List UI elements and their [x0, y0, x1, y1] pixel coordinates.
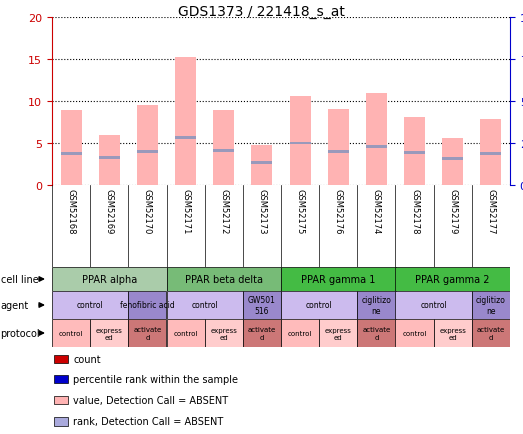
Text: GW501
516: GW501 516	[248, 296, 276, 315]
Bar	[281, 319, 319, 347]
Text: GSM52169: GSM52169	[105, 189, 113, 234]
Bar	[434, 319, 472, 347]
Bar	[137, 151, 158, 154]
Bar	[357, 291, 395, 319]
Text: GSM52170: GSM52170	[143, 189, 152, 234]
Text: express
ed: express ed	[325, 327, 351, 340]
Bar	[404, 118, 425, 186]
Text: percentile rank within the sample: percentile rank within the sample	[73, 374, 238, 384]
Text: activate
d: activate d	[362, 327, 391, 340]
Bar	[166, 291, 243, 319]
Text: GSM52176: GSM52176	[334, 189, 343, 234]
Text: value, Detection Call = ABSENT: value, Detection Call = ABSENT	[73, 395, 229, 405]
Text: activate
d: activate d	[248, 327, 276, 340]
Text: GSM52177: GSM52177	[486, 189, 495, 234]
Text: control: control	[402, 330, 427, 336]
Text: control: control	[288, 330, 312, 336]
Text: protocol: protocol	[1, 328, 40, 338]
Bar	[54, 417, 67, 425]
Bar	[319, 319, 357, 347]
Bar	[175, 137, 196, 140]
Text: activate
d: activate d	[133, 327, 162, 340]
Text: GSM52179: GSM52179	[448, 189, 457, 234]
Bar	[481, 120, 502, 186]
Bar	[166, 319, 204, 347]
Text: ciglitizo
ne: ciglitizo ne	[476, 296, 506, 315]
Bar	[281, 291, 357, 319]
Text: GSM52175: GSM52175	[295, 189, 304, 234]
Bar	[252, 145, 272, 186]
Bar	[90, 319, 128, 347]
Bar	[395, 291, 472, 319]
Bar	[395, 319, 434, 347]
Bar	[61, 111, 82, 186]
Bar	[137, 106, 158, 186]
Bar	[442, 158, 463, 161]
Bar	[357, 319, 395, 347]
Bar	[52, 319, 90, 347]
Bar	[252, 161, 272, 164]
Bar	[366, 145, 387, 148]
Text: activate
d: activate d	[477, 327, 505, 340]
Text: control: control	[77, 301, 104, 310]
Text: PPAR gamma 1: PPAR gamma 1	[301, 274, 376, 284]
Text: GSM52171: GSM52171	[181, 189, 190, 234]
Bar	[54, 375, 67, 383]
Bar	[243, 319, 281, 347]
Bar	[366, 93, 387, 186]
Bar	[328, 151, 349, 154]
Bar	[442, 138, 463, 186]
Text: control: control	[420, 301, 447, 310]
Text: express
ed: express ed	[439, 327, 466, 340]
Bar	[52, 267, 166, 291]
Text: express
ed: express ed	[96, 327, 123, 340]
Bar	[204, 319, 243, 347]
Bar	[213, 150, 234, 153]
Text: control: control	[174, 330, 198, 336]
Bar	[481, 153, 502, 156]
Text: PPAR alpha: PPAR alpha	[82, 274, 137, 284]
Bar	[128, 319, 166, 347]
Text: GSM52172: GSM52172	[219, 189, 228, 234]
Text: rank, Detection Call = ABSENT: rank, Detection Call = ABSENT	[73, 416, 224, 426]
Text: control: control	[59, 330, 83, 336]
Bar	[472, 291, 510, 319]
Bar	[54, 355, 67, 364]
Bar	[61, 152, 82, 155]
Text: GSM52174: GSM52174	[372, 189, 381, 234]
Bar	[54, 396, 67, 404]
Bar	[243, 291, 281, 319]
Bar	[52, 291, 128, 319]
Bar	[213, 111, 234, 186]
Bar	[99, 135, 120, 186]
Text: count: count	[73, 355, 101, 365]
Bar	[175, 58, 196, 186]
Text: GSM52168: GSM52168	[66, 189, 76, 234]
Text: fenofibric acid: fenofibric acid	[120, 301, 175, 310]
Text: express
ed: express ed	[210, 327, 237, 340]
Text: control: control	[306, 301, 333, 310]
Text: GSM52173: GSM52173	[257, 189, 266, 234]
Bar	[290, 97, 311, 186]
Bar	[404, 151, 425, 155]
Bar	[128, 291, 166, 319]
Bar	[328, 110, 349, 186]
Text: agent: agent	[1, 300, 29, 310]
Text: PPAR gamma 2: PPAR gamma 2	[415, 274, 490, 284]
Bar	[166, 267, 281, 291]
Text: control: control	[191, 301, 218, 310]
Text: GDS1373 / 221418_s_at: GDS1373 / 221418_s_at	[178, 5, 345, 19]
Bar	[472, 319, 510, 347]
Bar	[395, 267, 510, 291]
Text: GSM52178: GSM52178	[410, 189, 419, 234]
Text: PPAR beta delta: PPAR beta delta	[185, 274, 263, 284]
Bar	[290, 142, 311, 145]
Bar	[281, 267, 395, 291]
Bar	[99, 156, 120, 159]
Text: ciglitizo
ne: ciglitizo ne	[361, 296, 391, 315]
Text: cell line: cell line	[1, 274, 38, 284]
